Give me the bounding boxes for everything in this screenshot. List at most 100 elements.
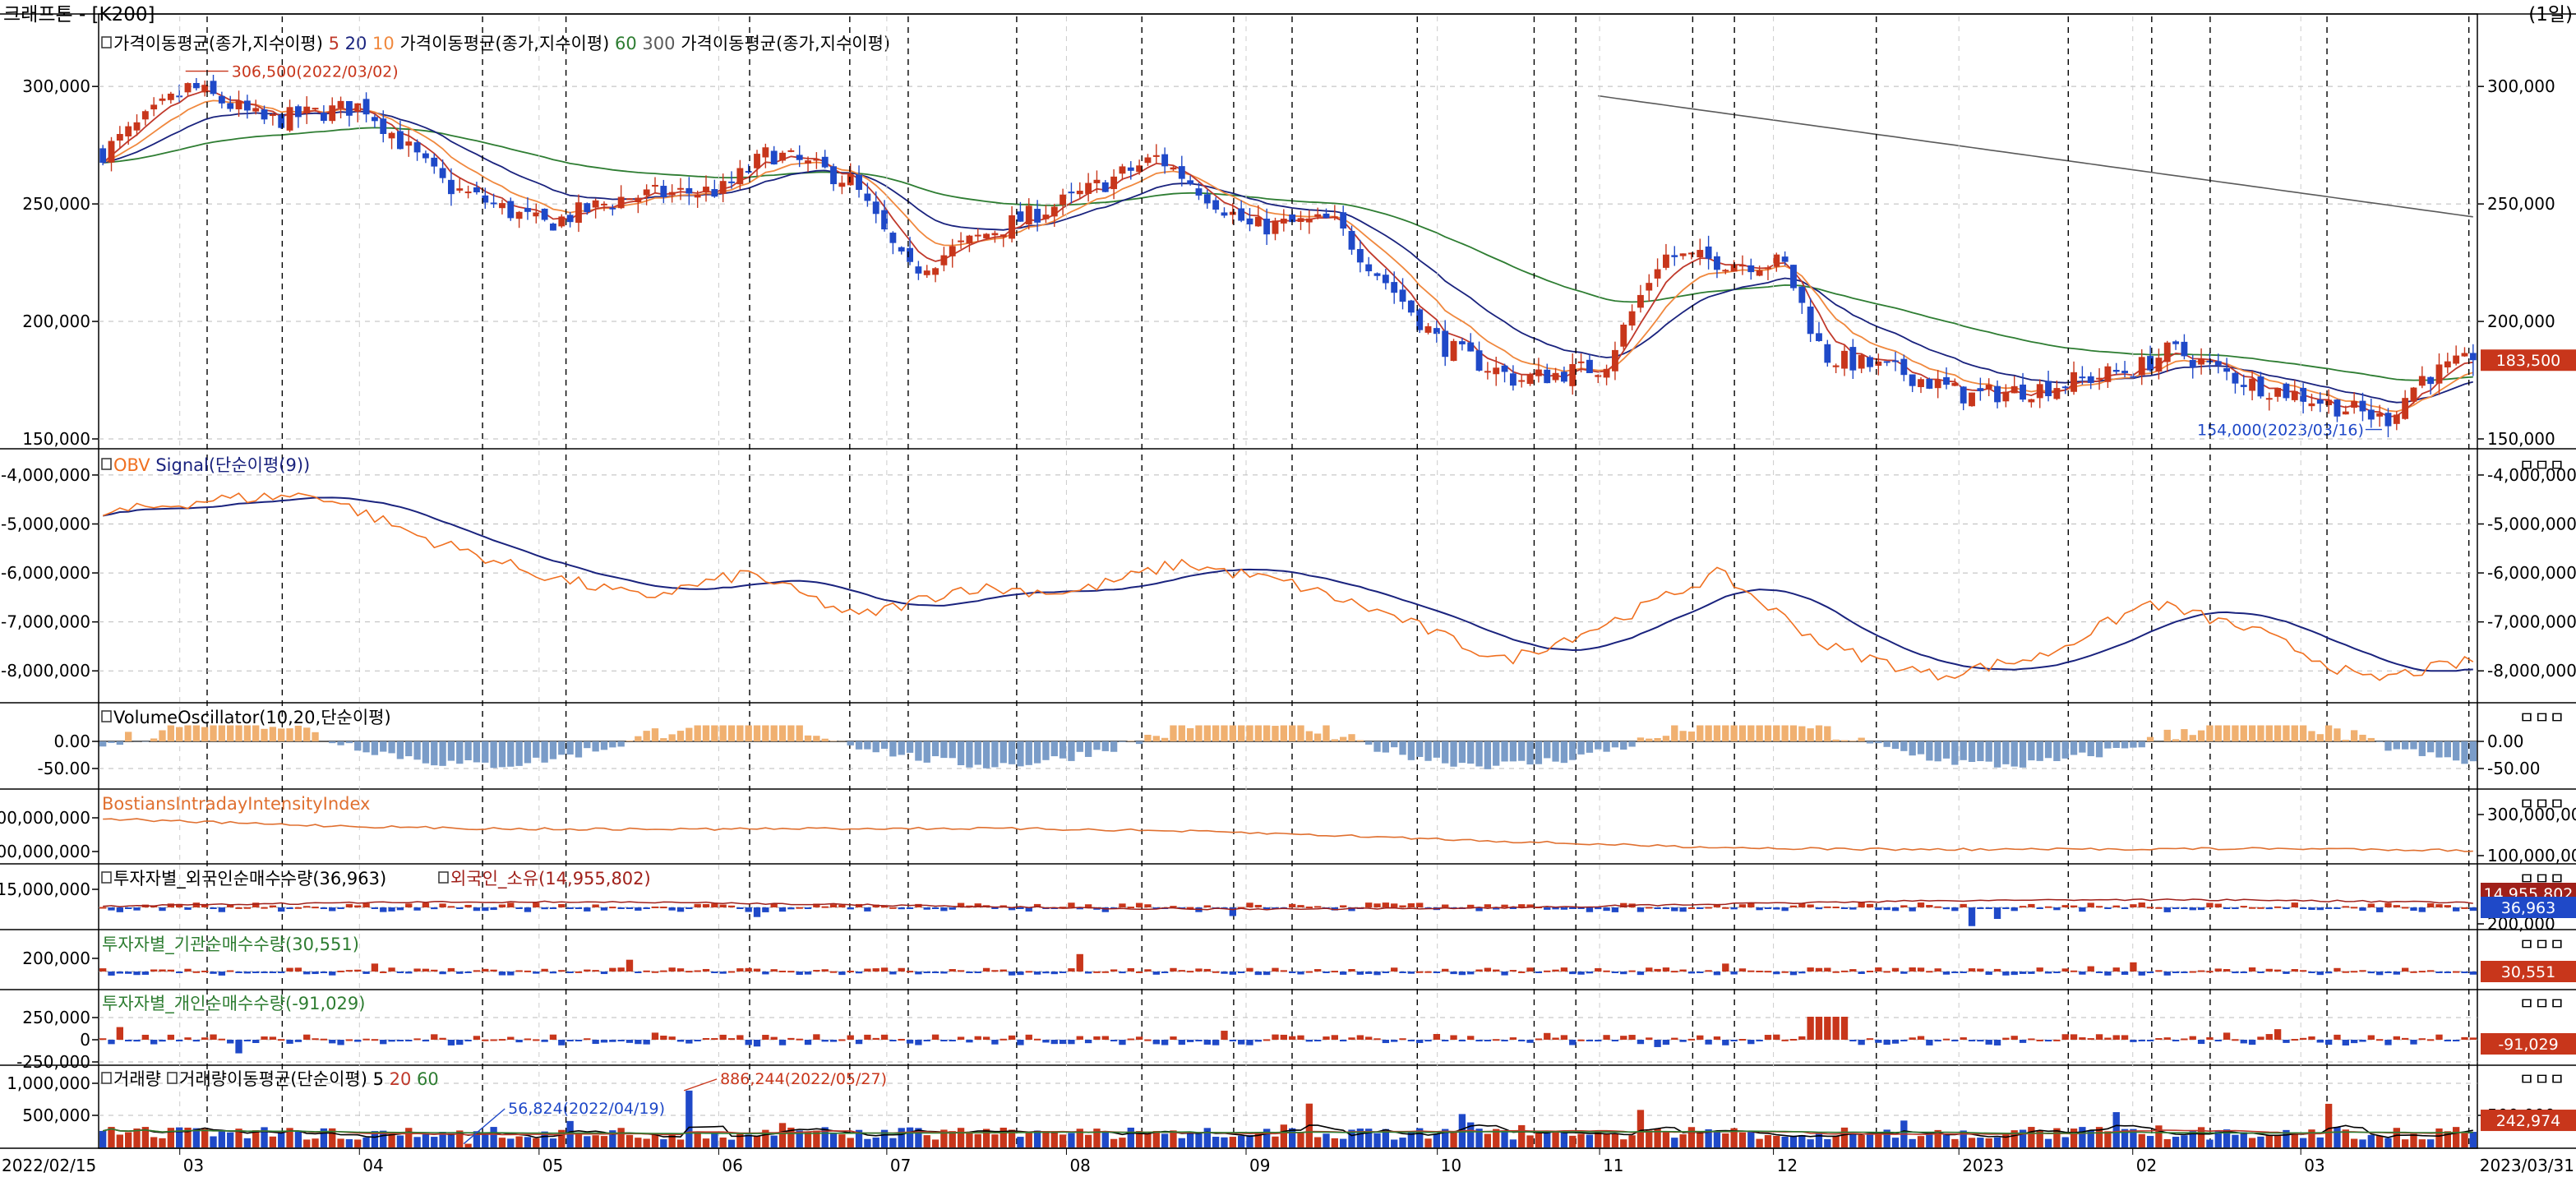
candle-body xyxy=(1985,385,1992,390)
legend-entry[interactable]: 60 xyxy=(411,1069,438,1089)
legend-entry[interactable]: 300 xyxy=(637,34,676,53)
vo-bar xyxy=(1101,741,1109,751)
volume-bar xyxy=(974,1133,981,1147)
vo-bar xyxy=(2291,725,2298,741)
institution-net-bar xyxy=(1119,972,1126,974)
panel-buttons[interactable]: ㅁㅁㅁ xyxy=(2519,869,2564,889)
y-tick-label: -4,000,000 xyxy=(1,465,90,485)
y-tick-label: -250,000 xyxy=(16,1052,90,1072)
vo-bar xyxy=(1977,741,1984,761)
candle-body xyxy=(1705,246,1712,259)
foreign-net-bar xyxy=(2375,907,2384,912)
individual-net-bar xyxy=(1773,1034,1780,1040)
candle-body xyxy=(1399,289,1406,302)
foreign-net-bar xyxy=(1849,907,1857,910)
legend-entry[interactable]: 5 xyxy=(367,1069,384,1089)
volume-bar xyxy=(2435,1128,2443,1147)
y-tick-label: 100,000,000 xyxy=(0,842,90,861)
individual-net-bar xyxy=(1603,1035,1610,1040)
panel-buttons[interactable]: ㅁㅁㅁ xyxy=(2519,708,2564,727)
ma10-line xyxy=(102,99,2474,413)
volume-bar xyxy=(1433,1133,1441,1147)
legend-entry[interactable]: 60 xyxy=(609,34,636,53)
candle-body xyxy=(1535,369,1542,376)
foreign-net-bar xyxy=(906,907,914,909)
candle-body xyxy=(159,98,166,101)
candle-body xyxy=(1688,252,1695,255)
candle-body xyxy=(805,160,811,164)
foreign-net-bar xyxy=(2019,906,2027,908)
foreign-net-bar xyxy=(2112,905,2120,907)
legend-entry[interactable]: 20 xyxy=(384,1069,411,1089)
individual-net-bar xyxy=(2121,1035,2129,1040)
candle-body xyxy=(2325,399,2333,406)
vo-bar xyxy=(1119,741,1126,742)
foreign-net-bar xyxy=(813,903,820,907)
candle-body xyxy=(770,150,778,165)
individual-net-bar xyxy=(1747,1040,1755,1045)
candle-body xyxy=(762,147,769,158)
candle-body xyxy=(1475,350,1483,371)
volume-bar xyxy=(1840,1127,1849,1147)
legend-entry[interactable]: Signal(단순이평(9)) xyxy=(150,455,311,475)
panel-buttons[interactable]: ㅁㅁㅁ xyxy=(2519,1069,2564,1089)
panel-buttons[interactable]: ㅁㅁㅁ xyxy=(2519,455,2564,475)
candle-body xyxy=(2453,355,2460,364)
candle-body xyxy=(396,131,404,150)
individual-net-bar xyxy=(1849,1040,1857,1041)
vo-bar xyxy=(116,741,124,745)
legend-entry[interactable]: 10 xyxy=(367,34,394,53)
institution-net-bar xyxy=(1509,970,1517,972)
vo-bar xyxy=(1203,725,1211,741)
individual-net-bar xyxy=(312,1038,319,1041)
volume-bar xyxy=(915,1128,922,1147)
legend-entry[interactable]: 가격이동평균(종가,지수이평) xyxy=(395,34,610,53)
volume-bar xyxy=(829,1133,838,1147)
individual-net-bar xyxy=(2095,1034,2103,1040)
candle-body xyxy=(2223,367,2231,372)
institution-net-bar xyxy=(1611,972,1619,973)
institution-net-bar xyxy=(1756,970,1763,972)
institution-net-bar xyxy=(2299,970,2307,972)
institution-net-bar xyxy=(176,972,183,973)
foreign-net-bar xyxy=(796,907,803,909)
legend-entry[interactable]: 가격이동평균(종가,지수이평) xyxy=(676,34,891,53)
candle-body xyxy=(108,141,115,163)
foreign-net-bar xyxy=(1764,907,1772,909)
vo-bar xyxy=(1866,741,1874,744)
legend-entry[interactable]: 가격이동평균(종가,지수이평) xyxy=(113,34,323,53)
foreign-net-bar xyxy=(2359,907,2366,912)
legend-entry[interactable]: OBV xyxy=(113,455,150,475)
vo-bar xyxy=(2265,725,2273,741)
foreign-net-bar xyxy=(1119,903,1126,907)
legend-entry[interactable]: 거래량이동평균(단순이평) xyxy=(179,1069,367,1089)
volume-bar xyxy=(1416,1128,1424,1147)
foreign-net-bar xyxy=(1170,906,1177,908)
institution-net-bar xyxy=(133,972,141,976)
candle-body xyxy=(1671,255,1678,257)
legend-entry[interactable]: 20 xyxy=(339,34,367,53)
volume-bar xyxy=(167,1128,175,1147)
volume-bar xyxy=(1909,1138,1916,1147)
vo-bar xyxy=(1960,741,1967,760)
volume-bar xyxy=(312,1138,319,1147)
vo-bar xyxy=(2197,730,2205,741)
foreign-net-bar xyxy=(1246,902,1253,907)
legend-entry[interactable]: 5 xyxy=(323,34,339,53)
vo-bar xyxy=(490,741,497,769)
volume-bar xyxy=(286,1128,293,1147)
individual-net-bar xyxy=(1883,1040,1890,1045)
volume-bar xyxy=(337,1138,344,1147)
individual-net-bar xyxy=(498,1039,506,1041)
panel-buttons[interactable]: ㅁㅁㅁ xyxy=(2519,794,2564,814)
candle-body xyxy=(2342,411,2349,415)
institution-net-bar xyxy=(210,972,217,974)
candle-body xyxy=(1781,256,1789,262)
panel-buttons[interactable]: ㅁㅁㅁ xyxy=(2519,994,2564,1013)
vo-bar xyxy=(2248,725,2256,741)
foreign-net-bar xyxy=(2079,907,2086,912)
candle-body xyxy=(983,233,990,238)
panel-buttons[interactable]: ㅁㅁㅁ xyxy=(2519,935,2564,954)
volume-bar xyxy=(609,1130,616,1147)
